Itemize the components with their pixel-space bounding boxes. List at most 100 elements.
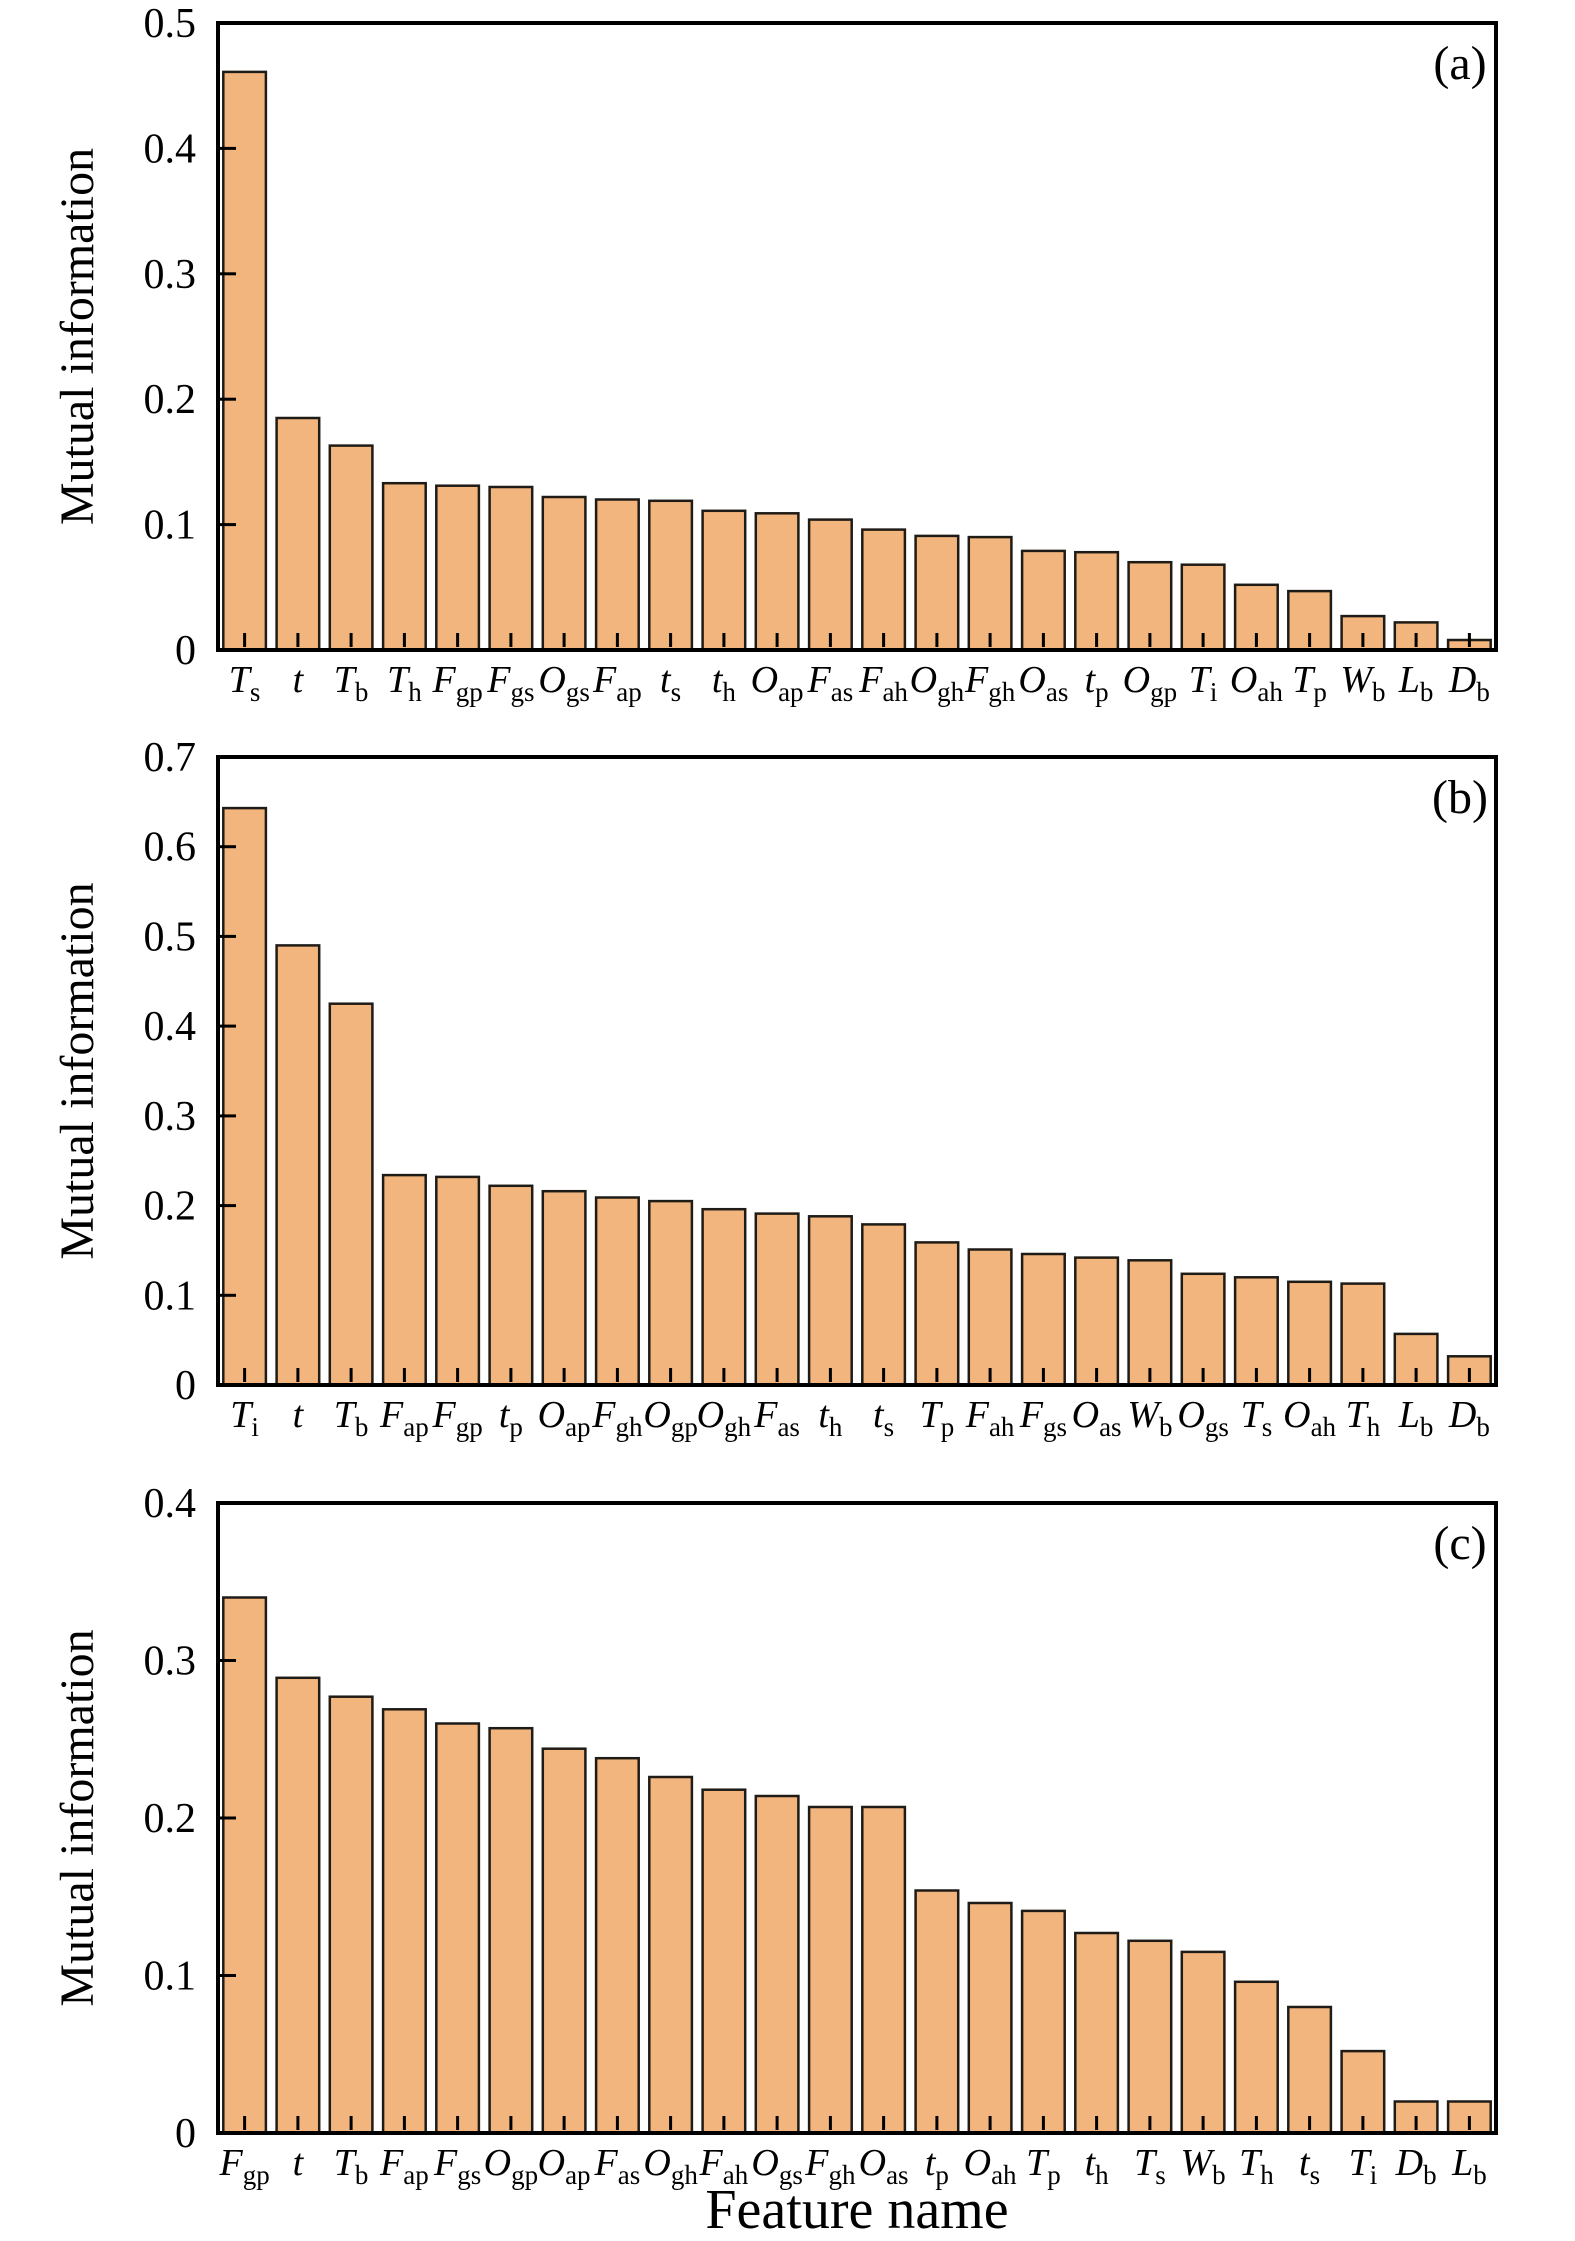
y-tick-label: 0.5 <box>144 914 197 960</box>
y-tick-label: 0.5 <box>144 1 197 47</box>
bar-t <box>275 1676 321 2135</box>
bar-t <box>275 416 321 652</box>
category-label: Tb <box>334 1394 369 1442</box>
category-label: Lb <box>1451 2142 1487 2190</box>
bar-F_gp <box>222 1596 268 2135</box>
bar-F_gh <box>594 1196 640 1387</box>
category-label: Ogs <box>538 659 589 707</box>
bar-F_ap <box>594 498 640 652</box>
bar-F_gp <box>435 484 481 652</box>
bar-F_ah <box>701 1788 747 2135</box>
y-tick-label: 0 <box>175 2111 196 2157</box>
y-axis-title: Mutual information <box>51 882 104 1259</box>
bar-t <box>275 944 321 1387</box>
category-label: ts <box>1299 2142 1320 2190</box>
bar-t_s <box>648 499 694 652</box>
category-label: t <box>293 2142 305 2184</box>
bar-W_b <box>1127 1259 1173 1387</box>
category-label: Ti <box>1189 659 1218 707</box>
category-label: tp <box>499 1394 523 1442</box>
bar-O_gs <box>1180 1272 1226 1387</box>
category-label: Fap <box>379 2142 429 2190</box>
y-tick-label: 0.4 <box>144 1004 197 1050</box>
panel-letter: (c) <box>1433 1517 1486 1570</box>
panel-letter: (a) <box>1433 37 1486 90</box>
bar-t_p <box>488 1184 534 1387</box>
category-label: Ts <box>229 659 261 707</box>
bar-T_p <box>914 1241 960 1387</box>
bar-F_as <box>594 1756 640 2135</box>
bar-F_gs <box>488 485 534 652</box>
category-label: Ogp <box>1123 659 1177 707</box>
bar-O_gs <box>541 495 587 652</box>
category-label: Fas <box>807 659 854 707</box>
bar-F_ah <box>967 1248 1013 1387</box>
bar-O_gh <box>648 1775 694 2135</box>
category-label: Tp <box>1026 2142 1061 2190</box>
category-label: Fgs <box>486 659 534 707</box>
category-label: ts <box>660 659 681 707</box>
category-label: Oas <box>1018 659 1068 707</box>
bar-F_gp <box>435 1175 481 1387</box>
category-label: Tp <box>920 1394 955 1442</box>
category-label: Ogh <box>697 1394 752 1442</box>
category-label: Lb <box>1398 1394 1434 1442</box>
y-tick-label: 0.2 <box>144 377 197 423</box>
category-label: Db <box>1448 1394 1490 1442</box>
category-label: Oah <box>1230 659 1283 707</box>
category-label: th <box>1085 2142 1110 2190</box>
bar-O_as <box>861 1805 907 2135</box>
y-tick-label: 0.2 <box>144 1796 197 1842</box>
bar-T_h <box>381 481 427 652</box>
category-label: ts <box>873 1394 894 1442</box>
y-tick-label: 0.4 <box>144 1481 197 1527</box>
y-tick-label: 0.7 <box>144 735 197 781</box>
bar-T_b <box>328 1695 374 2135</box>
x-axis-title: Feature name <box>705 2179 1009 2241</box>
y-tick-label: 0.2 <box>144 1184 197 1230</box>
category-label: Ogs <box>1177 1394 1228 1442</box>
bar-O_gp <box>488 1726 534 2135</box>
category-label: Fah <box>699 2142 749 2190</box>
y-tick-label: 0.6 <box>144 825 197 871</box>
category-label: Fgp <box>218 2142 269 2190</box>
bar-T_s <box>1127 1939 1173 2135</box>
panel-b: 00.10.20.30.40.50.60.7Ti t Tb Fap Fgp tp Oap Fg… <box>51 735 1498 1442</box>
bar-F_as <box>807 518 853 652</box>
bar-t_h <box>701 509 747 652</box>
category-label: Fgh <box>591 1394 643 1442</box>
category-label: Th <box>387 659 422 707</box>
category-label: Oap <box>538 2142 591 2190</box>
category-label: Tb <box>334 659 369 707</box>
bar-O_gh <box>701 1207 747 1387</box>
category-label: Fap <box>379 1394 429 1442</box>
category-label: Fgs <box>1019 1394 1067 1442</box>
bar-F_ah <box>861 528 907 652</box>
y-tick-label: 0.1 <box>144 1954 197 2000</box>
category-label: Fgh <box>804 2142 856 2190</box>
bar-O_ap <box>541 1747 587 2135</box>
bar-F_gs <box>435 1722 481 2135</box>
bar-F_gh <box>807 1805 853 2135</box>
panel-c: 0 0.1 0.2 0.3 0.4 Fgp t Tb Fap Fgs Ogp Oap Fas Ogh Fah… <box>51 1481 1498 2190</box>
bar-O_gh <box>914 534 960 652</box>
bar-T_s <box>1233 1276 1279 1387</box>
category-label: th <box>712 659 737 707</box>
bar-T_p <box>1020 1909 1066 2135</box>
bar-T_b <box>328 444 374 652</box>
bar-O_ap <box>541 1189 587 1387</box>
category-label: Oah <box>1283 1394 1336 1442</box>
bar-t_p <box>914 1889 960 2135</box>
category-label: Ti <box>230 1394 259 1442</box>
category-label: Ogs <box>751 2142 802 2190</box>
category-label: Wb <box>1127 1394 1172 1442</box>
panel-a: 0 0.1 0.2 0.3 0.4 0.5 Ts t Tb Th Fgp Fgs Ogs Fap ts th O… <box>51 1 1498 707</box>
category-label: tp <box>1085 659 1109 707</box>
category-label: Ogp <box>484 2142 538 2190</box>
bar-F_ap <box>381 1173 427 1387</box>
category-label: t <box>293 659 305 701</box>
bar-t_s <box>1287 2005 1333 2135</box>
y-tick-label: 0 <box>175 1363 196 1409</box>
axes-frame <box>216 755 1498 1387</box>
